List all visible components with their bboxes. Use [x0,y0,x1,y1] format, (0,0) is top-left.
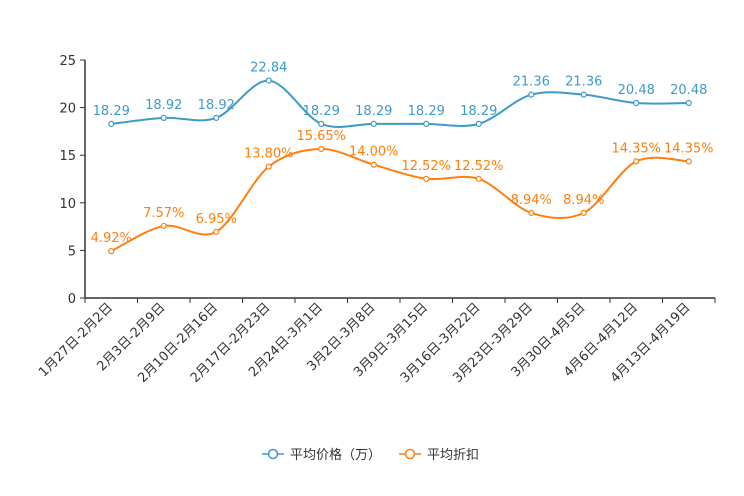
series-discount-point[interactable] [213,228,220,235]
legend-item-price[interactable]: 平均价格（万） [262,447,381,463]
series-discount-point[interactable] [370,161,377,168]
series-price-point[interactable] [685,99,692,107]
series-price-data-label: 18.29 [93,104,130,119]
series-price-data-label: 20.48 [618,83,655,98]
series-discount-data-label: 12.52% [454,159,504,174]
series-price-point[interactable] [213,114,220,121]
series-discount-data-label: 6.95% [196,212,237,227]
series-price-data-label: 18.29 [303,104,340,119]
series-discount-data-label: 12.52% [401,159,451,174]
legend-label: 平均折扣 [427,448,479,463]
series-discount-data-label: 8.94% [511,193,552,208]
y-tick-label: 20 [59,102,76,117]
y-tick-label: 15 [59,149,76,164]
series-discount-data-label: 15.65% [296,129,346,144]
series-price-point[interactable] [265,77,272,84]
series-discount-point[interactable] [108,248,115,255]
series-discount-data-label: 8.94% [563,193,604,208]
series-price-data-label: 18.29 [355,104,392,119]
chart-series: 18.29 18.92 18.92 22.84 18.29 18.29 18.29 18.29… [91,61,714,255]
series-price-data-label: 18.92 [145,98,182,113]
chart-legend[interactable]: 平均价格（万） 平均折扣 [262,447,479,463]
series-price-point[interactable] [370,120,377,127]
series-price-data-label: 18.29 [408,104,445,119]
y-tick-label: 5 [68,244,76,259]
series-discount-data-label: 14.35% [664,141,714,156]
series-discount-point[interactable] [633,158,640,165]
series-price-data-label: 21.36 [513,75,550,90]
series-discount-data-label: 14.00% [349,145,399,160]
series-discount-data-label: 14.35% [611,141,661,156]
legend-item-discount[interactable]: 平均折扣 [399,448,479,463]
series-price-point[interactable] [160,114,167,121]
y-tick-label: 25 [59,54,76,69]
series-discount-point[interactable] [423,175,430,182]
series-discount-point[interactable] [265,163,272,170]
series-discount-point[interactable] [685,158,692,165]
series-price-point[interactable] [528,91,535,98]
series-price-point[interactable] [475,120,482,127]
series-price-data-label: 18.29 [460,104,497,119]
series-price-point[interactable] [580,91,587,98]
series-price-point[interactable] [318,120,325,127]
series-discount-data-label: 4.92% [91,231,132,246]
series-price-data-label: 21.36 [565,75,602,90]
series-price-point[interactable] [108,120,115,127]
series-discount-point[interactable] [318,145,325,153]
series-discount-point[interactable] [580,209,587,216]
series-price-data-label: 18.92 [198,98,235,113]
legend-marker-icon [404,448,416,460]
series-price-data-label: 22.84 [250,61,287,76]
series-discount-data-label: 13.80% [244,147,294,162]
series-price-data-label: 20.48 [670,83,707,98]
series-price-point[interactable] [633,99,640,107]
series-discount-point[interactable] [475,175,482,182]
series-price-point[interactable] [423,120,430,127]
legend-label: 平均价格（万） [290,447,381,463]
series-discount-point[interactable] [160,222,167,230]
series-price: 18.29 18.92 18.92 22.84 18.29 18.29 18.29 18.29… [93,61,707,128]
legend-marker-icon [267,448,279,460]
y-tick-label: 0 [68,292,76,307]
series-discount-data-label: 7.57% [143,206,184,221]
series-discount: 4.92%7.57% 6.95%13.80%15.65%14.00%12.52% 1… [91,129,714,255]
y-tick-label: 10 [59,197,76,212]
series-discount-point[interactable] [528,209,535,216]
